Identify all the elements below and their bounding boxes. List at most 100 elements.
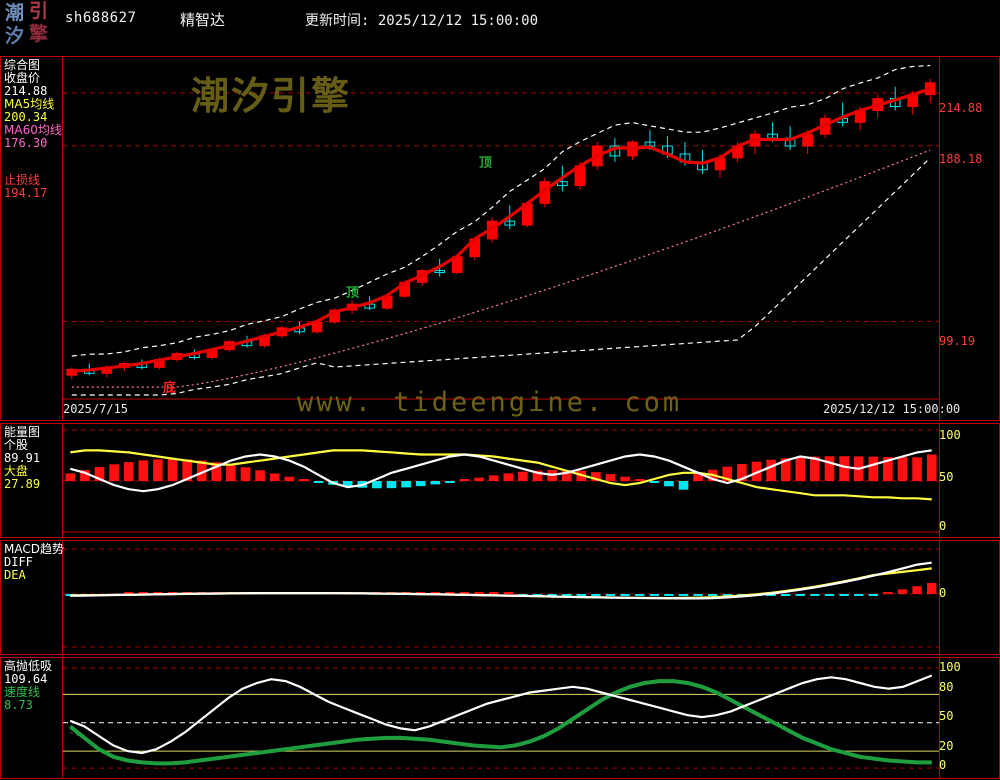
energy-bar [415, 481, 426, 487]
energy-tick-0: 0 [939, 519, 947, 533]
energy-bar [445, 481, 455, 483]
macd-bar [781, 594, 791, 596]
candle-body [802, 133, 813, 147]
price-tick-2: 188.18 [939, 152, 983, 166]
ma60-label: MA60均线 [4, 122, 62, 137]
candle-body [504, 220, 516, 226]
macd-bar [562, 594, 572, 596]
energy-bar [459, 479, 470, 481]
macd-bar [649, 594, 659, 596]
candlestick-series [66, 78, 936, 380]
upper-band [71, 64, 931, 357]
macd-panel[interactable]: MACD趋势 DIFF DEA 0 [0, 540, 1000, 655]
speed-line-value: 8.73 [4, 697, 33, 712]
energy-bar [386, 481, 397, 489]
energy-bar [269, 473, 280, 481]
macd-bar [576, 594, 586, 596]
energy-bar [839, 456, 849, 481]
energy-bar [561, 470, 572, 481]
macd-bar [591, 594, 601, 596]
macd-bar [620, 594, 630, 596]
top-marker-2: 顶 [479, 156, 493, 171]
swing-panel[interactable]: 高抛低吸 109.64 速度线 8.73 100 80 50 20 0 [0, 657, 1000, 779]
lower-band [71, 157, 931, 396]
ma60-line [71, 149, 931, 388]
speed-line-label: 速度线 [4, 684, 41, 699]
macd-bar [532, 594, 543, 596]
swing-tick-20: 20 [939, 739, 954, 753]
date-end-label: 2025/12/12 15:00:00 [823, 402, 961, 416]
energy-bar [751, 461, 762, 481]
top-marker-1: 顶 [346, 286, 360, 301]
energy-bar [299, 479, 309, 481]
main-panel-legend: 综合图 收盘价 214.88 MA5均线 200.34 MA60均线 176.3… [4, 59, 62, 200]
macd-bar [547, 594, 557, 596]
energy-bar [240, 467, 251, 481]
energy-bar [255, 470, 265, 481]
bottom-marker-0: 底 [163, 381, 177, 396]
macd-bar [503, 592, 513, 594]
energy-bar [109, 464, 119, 481]
main-chart-panel[interactable]: 综合图 收盘价 214.88 MA5均线 200.34 MA60均线 176.3… [0, 56, 1000, 421]
energy-bar [780, 458, 791, 481]
macd-bar [693, 594, 703, 596]
energy-index-value: 27.89 [4, 476, 41, 491]
energy-bar [313, 481, 324, 483]
stop-loss-label: 止损线 [4, 172, 41, 187]
energy-tick-50: 50 [939, 470, 954, 484]
logo-char-2: 引 [29, 0, 49, 22]
app-logo: 潮 引 汐 擎 [4, 2, 56, 52]
macd-bar [664, 594, 674, 596]
candle-body [557, 181, 568, 187]
logo-char-1: 潮 [5, 2, 25, 24]
price-tick-3: 99.19 [939, 334, 976, 348]
energy-bar [123, 462, 134, 481]
macd-bar [927, 582, 937, 594]
logo-char-4: 擎 [29, 23, 49, 45]
energy-bar [605, 474, 616, 481]
macd-bar [635, 594, 645, 596]
energy-bar [503, 473, 514, 481]
header-bar: 潮 引 汐 擎 sh688627 精智达 更新时间: 2025/12/12 15… [0, 0, 1000, 55]
macd-bar [795, 594, 805, 596]
candle-body [434, 270, 445, 274]
energy-bar [649, 481, 660, 483]
swing-tick-100: 100 [939, 660, 961, 674]
ma5-value: 200.34 [4, 109, 48, 124]
url-watermark: www. tideengine. com [297, 387, 683, 418]
energy-bar [620, 476, 630, 481]
energy-bar [488, 475, 499, 481]
macd-dea-label: DEA [4, 567, 26, 582]
energy-histogram [65, 454, 937, 490]
energy-bar [182, 459, 192, 481]
macd-bar [124, 592, 134, 594]
macd-bar [430, 592, 440, 594]
energy-bar [591, 472, 601, 481]
brand-watermark: 潮汐引擎 [191, 74, 352, 118]
energy-panel[interactable]: 能量图 个股 89.91 大盘 27.89 100 50 0 [0, 423, 1000, 538]
energy-bar [926, 454, 937, 481]
energy-bar [401, 481, 411, 488]
macd-bar [489, 592, 499, 594]
macd-diff-line [70, 561, 932, 600]
energy-bar [65, 473, 76, 481]
energy-bar [722, 466, 733, 481]
energy-bar [897, 457, 908, 481]
energy-tick-100: 100 [939, 428, 961, 442]
macd-bar [766, 594, 776, 596]
energy-bar [372, 481, 382, 489]
energy-panel-legend: 能量图 个股 89.91 大盘 27.89 [4, 426, 62, 491]
energy-bar [167, 459, 178, 481]
energy-bar [226, 464, 236, 481]
macd-panel-legend: MACD趋势 DIFF DEA [4, 543, 64, 582]
macd-bar [605, 594, 616, 596]
energy-bar [795, 457, 806, 481]
ma60-value: 176.30 [4, 135, 48, 150]
stock-code: sh688627 [65, 10, 137, 26]
energy-bar [737, 463, 747, 481]
ma5-line [71, 87, 931, 373]
energy-bar [342, 481, 353, 487]
swing-panel-legend: 高抛低吸 109.64 速度线 8.73 [4, 660, 62, 712]
swing-value: 109.64 [4, 671, 48, 686]
